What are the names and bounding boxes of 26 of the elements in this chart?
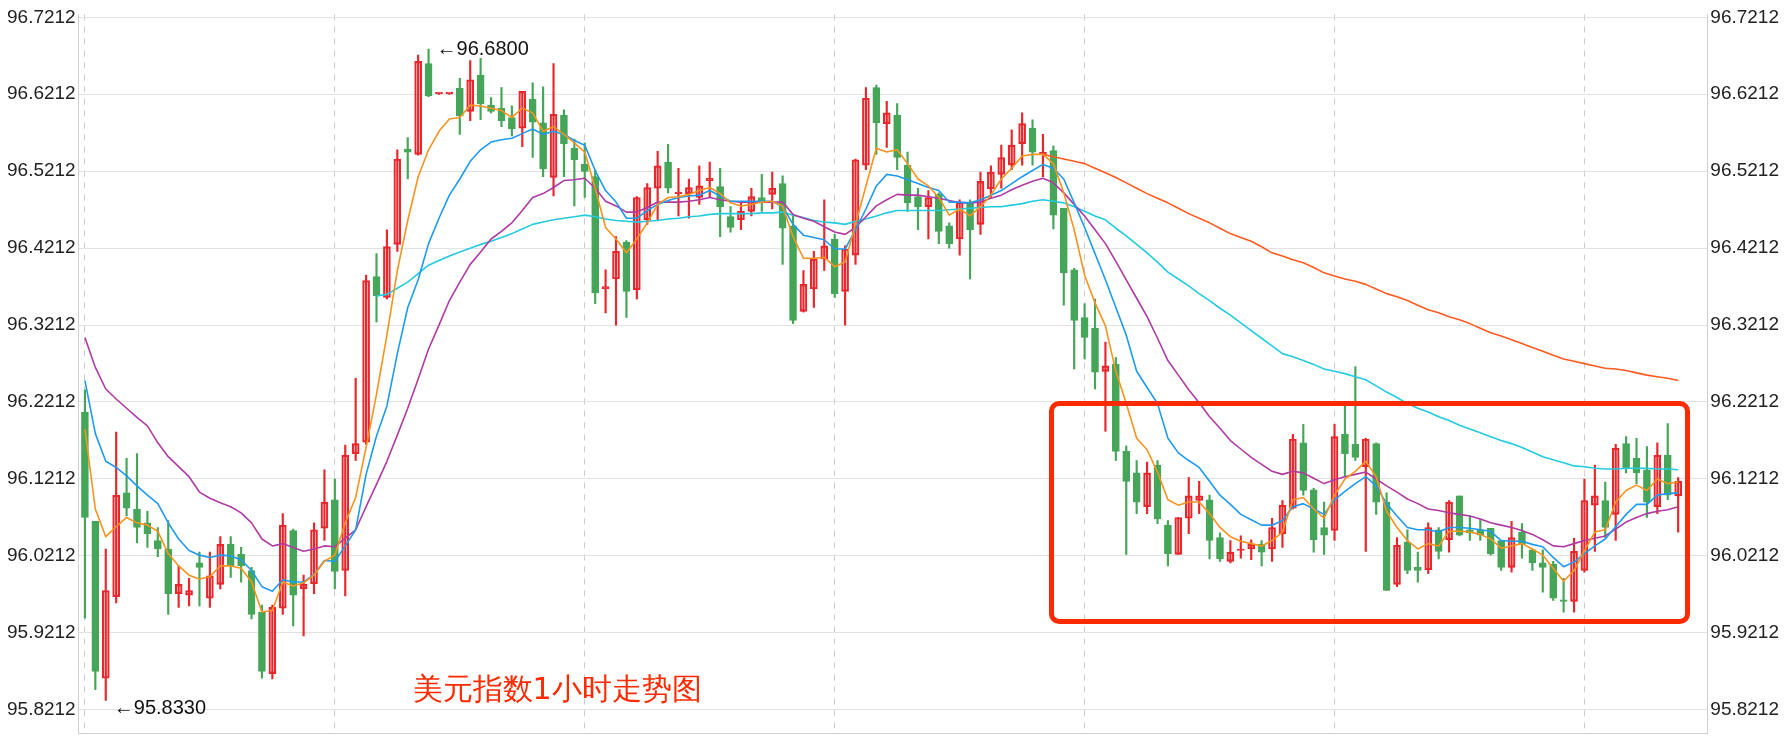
y2-tick-label: 96.2212 (1710, 390, 1780, 412)
y-tick-label: 96.2212 (6, 390, 76, 412)
y2-tick-label: 96.4212 (1710, 236, 1780, 258)
y2-tick-label: 96.3212 (1710, 313, 1780, 335)
y2-tick-label: 95.8212 (1710, 697, 1780, 719)
y-tick-label: 96.6212 (6, 82, 76, 104)
y-tick-label: 95.8212 (6, 697, 76, 719)
candlestick (195, 551, 204, 607)
y-tick-label: 96.7212 (6, 5, 76, 27)
y2-tick-label: 96.5212 (1710, 159, 1780, 181)
y-tick-label: 96.3212 (6, 313, 76, 335)
candlestick (674, 167, 683, 217)
y-tick-label: 95.9212 (6, 620, 76, 642)
annotation: 美元指数1小时走势图 (412, 671, 702, 707)
y2-tick-label: 96.1212 (1710, 467, 1780, 489)
y-tick-label: 96.5212 (6, 159, 76, 181)
y2-tick-label: 96.6212 (1710, 82, 1780, 104)
y2-tick-label: 96.7212 (1710, 5, 1780, 27)
y-tick-label: 96.4212 (6, 236, 76, 258)
y-tick-label: 96.1212 (6, 467, 76, 489)
annotation: ←95.8330 (113, 696, 207, 719)
y2-tick-label: 95.9212 (1710, 620, 1780, 642)
y-tick-label: 96.0212 (6, 544, 76, 565)
y2-tick-label: 96.0212 (1710, 544, 1780, 565)
annotation: ←96.6800 (436, 36, 529, 59)
candlestick (372, 253, 381, 323)
